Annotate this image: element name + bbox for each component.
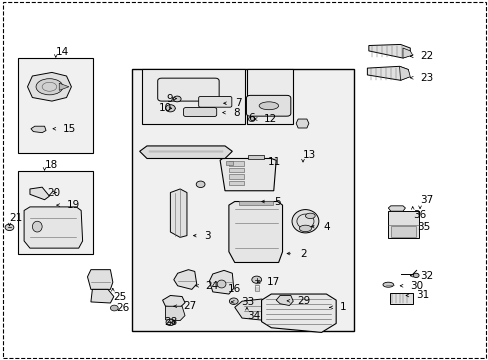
Text: 34: 34 bbox=[246, 311, 260, 321]
Text: 36: 36 bbox=[412, 210, 425, 220]
Circle shape bbox=[110, 305, 118, 311]
Text: 25: 25 bbox=[113, 292, 126, 302]
Text: 13: 13 bbox=[303, 150, 316, 160]
Text: 6: 6 bbox=[248, 113, 255, 123]
Bar bbox=[132, 69, 353, 330]
Bar bbox=[228, 168, 244, 172]
Circle shape bbox=[5, 224, 14, 230]
Bar bbox=[18, 171, 93, 253]
Bar bbox=[18, 58, 93, 153]
Text: 1: 1 bbox=[339, 302, 346, 312]
Text: 4: 4 bbox=[323, 222, 329, 231]
Circle shape bbox=[196, 181, 204, 188]
Polygon shape bbox=[27, 72, 71, 101]
Polygon shape bbox=[91, 289, 114, 303]
Text: 33: 33 bbox=[241, 297, 254, 307]
Ellipse shape bbox=[217, 280, 225, 288]
FancyBboxPatch shape bbox=[158, 78, 219, 101]
Ellipse shape bbox=[259, 102, 278, 110]
Ellipse shape bbox=[36, 79, 63, 95]
Text: 30: 30 bbox=[409, 281, 423, 291]
Text: 29: 29 bbox=[297, 296, 310, 306]
Circle shape bbox=[229, 298, 238, 305]
Polygon shape bbox=[87, 270, 113, 289]
Bar bbox=[225, 161, 232, 165]
FancyBboxPatch shape bbox=[183, 108, 216, 117]
Text: 37: 37 bbox=[419, 195, 432, 205]
Text: 5: 5 bbox=[273, 197, 280, 207]
Text: 8: 8 bbox=[232, 108, 239, 118]
Polygon shape bbox=[234, 299, 273, 320]
Text: 10: 10 bbox=[159, 103, 172, 113]
Polygon shape bbox=[170, 189, 186, 237]
Polygon shape bbox=[31, 126, 46, 133]
Ellipse shape bbox=[299, 225, 311, 231]
Polygon shape bbox=[366, 66, 408, 80]
Ellipse shape bbox=[382, 282, 393, 287]
Text: 16: 16 bbox=[227, 284, 240, 294]
Circle shape bbox=[248, 117, 255, 122]
Ellipse shape bbox=[291, 210, 318, 233]
Text: 17: 17 bbox=[266, 277, 280, 287]
Bar bbox=[246, 69, 293, 125]
Text: 35: 35 bbox=[417, 222, 430, 232]
Ellipse shape bbox=[305, 213, 315, 219]
Bar bbox=[389, 293, 412, 304]
Polygon shape bbox=[228, 202, 282, 262]
Text: 23: 23 bbox=[419, 73, 432, 83]
Polygon shape bbox=[209, 270, 233, 294]
Text: 9: 9 bbox=[166, 94, 173, 104]
Text: 24: 24 bbox=[205, 281, 218, 291]
Polygon shape bbox=[173, 270, 196, 289]
Text: 22: 22 bbox=[419, 51, 432, 61]
Text: 11: 11 bbox=[267, 157, 281, 167]
FancyBboxPatch shape bbox=[198, 96, 231, 107]
Bar bbox=[238, 201, 272, 205]
Text: 27: 27 bbox=[183, 301, 196, 311]
Bar bbox=[228, 161, 244, 166]
Polygon shape bbox=[24, 207, 82, 248]
Circle shape bbox=[412, 273, 418, 278]
Circle shape bbox=[251, 276, 261, 283]
Polygon shape bbox=[402, 48, 412, 58]
Bar bbox=[142, 69, 244, 125]
Circle shape bbox=[165, 105, 175, 112]
Polygon shape bbox=[387, 206, 405, 211]
Polygon shape bbox=[296, 119, 308, 128]
Circle shape bbox=[173, 96, 181, 102]
Bar bbox=[254, 285, 258, 291]
Text: 32: 32 bbox=[419, 271, 432, 281]
Text: 3: 3 bbox=[204, 231, 211, 240]
Polygon shape bbox=[220, 158, 276, 191]
Text: 2: 2 bbox=[300, 248, 306, 258]
Text: 15: 15 bbox=[63, 124, 76, 134]
Text: 31: 31 bbox=[415, 291, 428, 301]
Bar bbox=[228, 181, 244, 185]
Text: 19: 19 bbox=[66, 200, 80, 210]
Text: 21: 21 bbox=[9, 213, 22, 222]
Bar bbox=[228, 174, 244, 179]
Text: 28: 28 bbox=[164, 318, 178, 327]
Polygon shape bbox=[165, 306, 184, 320]
Polygon shape bbox=[162, 296, 184, 307]
Circle shape bbox=[165, 319, 174, 325]
Text: 7: 7 bbox=[234, 98, 241, 108]
Text: 20: 20 bbox=[47, 188, 60, 198]
Polygon shape bbox=[30, 187, 49, 200]
Bar bbox=[387, 211, 418, 238]
Bar bbox=[390, 226, 415, 237]
Polygon shape bbox=[59, 83, 69, 90]
Text: 12: 12 bbox=[264, 114, 277, 124]
Polygon shape bbox=[399, 66, 409, 80]
Polygon shape bbox=[261, 294, 335, 332]
Text: 14: 14 bbox=[56, 46, 69, 57]
Ellipse shape bbox=[32, 221, 42, 232]
Text: 26: 26 bbox=[116, 303, 129, 313]
Polygon shape bbox=[368, 44, 409, 58]
Text: 18: 18 bbox=[44, 159, 58, 170]
Bar bbox=[248, 155, 264, 159]
Polygon shape bbox=[276, 296, 293, 306]
Polygon shape bbox=[140, 146, 232, 158]
FancyBboxPatch shape bbox=[246, 95, 290, 116]
